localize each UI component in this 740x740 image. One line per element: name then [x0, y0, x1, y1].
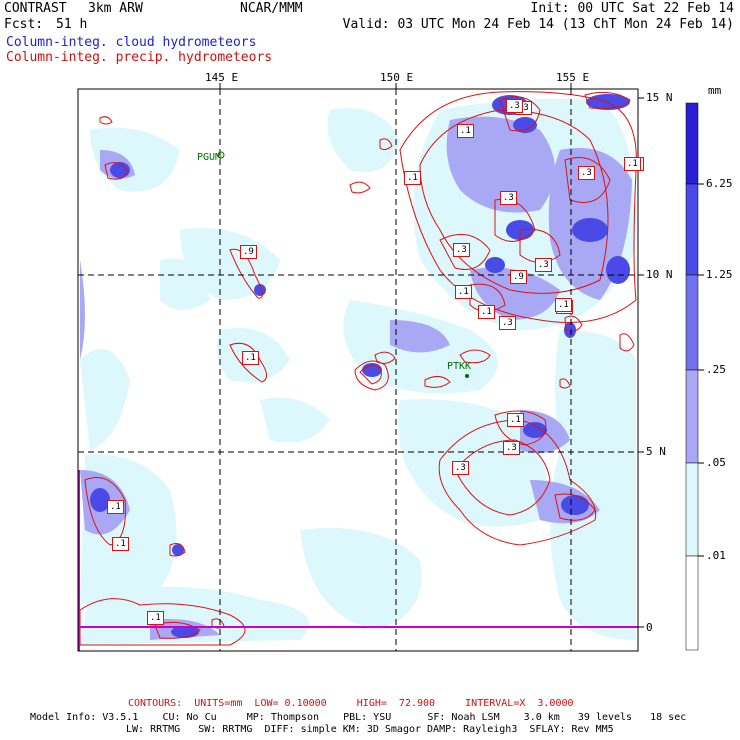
contour-label: .3 [500, 191, 517, 205]
colorbar-unit: mm [708, 84, 722, 97]
lat-label-10n: 10 N [646, 268, 673, 281]
cloud-field-title: Column-integ. cloud hydrometeors [6, 35, 257, 50]
colorbar [685, 102, 704, 651]
contour-label: .3 [535, 258, 552, 272]
forecast-label: Fcst: [4, 17, 44, 32]
lat-label-15n: 15 N [646, 91, 673, 104]
lon-label-155e: 155 E [556, 71, 590, 84]
init-time: Init: 00 UTC Sat 22 Feb 14 [530, 1, 735, 16]
station-label-pgum: PGUM [197, 152, 222, 163]
model-resolution: 3km ARW [88, 1, 143, 16]
contour-label: .1 [455, 285, 472, 299]
contour-label: .1 [112, 537, 129, 551]
station-label-ptkk: PTKK [447, 361, 472, 372]
lat-tick-marks [638, 97, 644, 628]
lat-label-5n: 5 N [646, 445, 666, 458]
contour-label: .1 [555, 298, 572, 312]
station-ptkk-marker [465, 374, 469, 378]
station-markers [217, 151, 469, 378]
lon-tick-marks [219, 83, 572, 89]
colorbar-level-1-25: 1.25 [706, 268, 733, 281]
organization-label: NCAR/MMM [240, 1, 303, 16]
lon-label-145e: 145 E [205, 71, 239, 84]
model-info-line-2: LW: RRTMG SW: RRTMG DIFF: simple KM: 3D … [126, 724, 614, 735]
precip-field-title: Column-integ. precip. hydrometeors [6, 50, 273, 65]
lat-lon-grid [78, 89, 638, 651]
contour-label: .3 [453, 243, 470, 257]
contour-label: .9 [240, 245, 257, 259]
contour-label: .3 [499, 316, 516, 330]
lon-label-150e: 150 E [380, 71, 414, 84]
contour-label: .1 [624, 157, 641, 171]
cloud-field-dense [90, 94, 630, 638]
contour-label: .1 [478, 305, 495, 319]
colorbar-level-0-05: .05 [706, 456, 726, 469]
colorbar-level-0-25: .25 [706, 363, 726, 376]
contours-info: CONTOURS: UNITS=mm LOW= 0.10000 HIGH= 72… [128, 698, 574, 709]
station-pgum-marker [217, 151, 225, 159]
valid-time: Valid: 03 UTC Mon 24 Feb 14 (13 ChT Mon … [342, 17, 734, 32]
contour-label: .1 [242, 351, 259, 365]
lat-label-0: 0 [646, 621, 653, 634]
contour-label: .3 [452, 461, 469, 475]
precip-contours [79, 91, 637, 646]
colorbar-level-6-25: 6.25 [706, 177, 733, 190]
map-plot-area [78, 89, 638, 651]
contour-label: .3 [503, 441, 520, 455]
contour-label: .3 [506, 99, 523, 113]
contour-label: .1 [404, 171, 421, 185]
model-info-line-1: Model Info: V3.5.1 CU: No Cu MP: Thompso… [30, 712, 687, 723]
contour-label: .1 [507, 413, 524, 427]
model-name: CONTRAST [4, 1, 67, 16]
contour-label: .1 [457, 124, 474, 138]
forecast-hours: 51 h [56, 17, 88, 32]
contour-label: .3 [578, 166, 595, 180]
contour-label: .9 [510, 270, 527, 284]
plot-border [77, 88, 639, 652]
contour-label: .1 [147, 611, 164, 625]
colorbar-level-0-01: .01 [706, 549, 726, 562]
contour-label: .1 [107, 500, 124, 514]
